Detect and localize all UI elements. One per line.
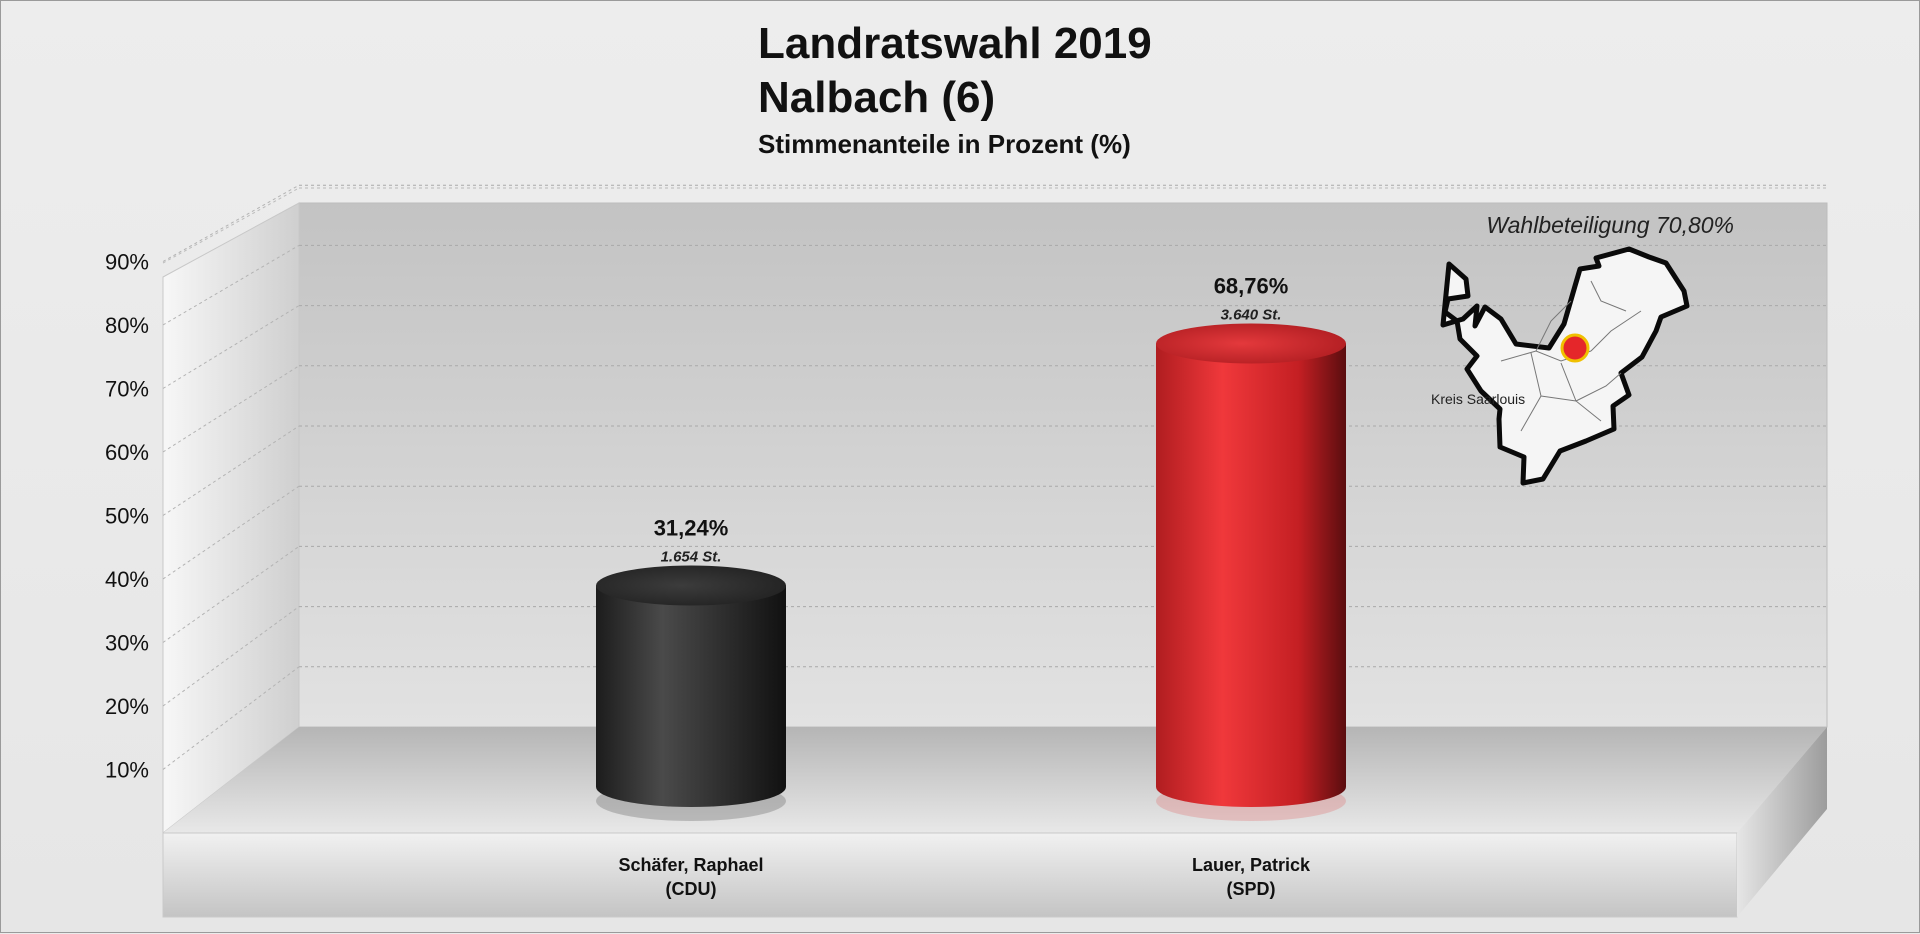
y-axis: 10% 20% 30% 40% 50% 60% 70% 80% 90%	[105, 250, 149, 783]
bar-2: 68,76% 3.640 St. Lauer, Patrick (SPD)	[1156, 273, 1346, 899]
chart-subtitle: Nalbach (6)	[758, 73, 996, 122]
x-category-label: Lauer, Patrick	[1192, 855, 1311, 875]
bar-1: 31,24% 1.654 St. Schäfer, Raphael (CDU)	[596, 516, 786, 899]
bar-votes-label: 3.640 St.	[1221, 306, 1282, 323]
y-tick-label: 80%	[105, 313, 149, 338]
chart-side-wall	[162, 202, 300, 835]
chart-floor-front	[162, 832, 1738, 918]
y-tick-label: 50%	[105, 504, 149, 529]
x-category-label: Schäfer, Raphael	[618, 855, 763, 875]
side-wall-top-edge	[162, 187, 300, 264]
y-tick-label: 70%	[105, 377, 149, 402]
y-tick-label: 10%	[105, 758, 149, 783]
x-category-party: (CDU)	[666, 879, 717, 899]
district-map-outline	[1440, 246, 1690, 486]
bar-value-label: 31,24%	[654, 516, 729, 541]
gridline-side	[162, 666, 300, 770]
district-map: Kreis Saarlouis	[1431, 246, 1690, 486]
gridline-side	[162, 244, 300, 326]
chart-floor-side	[1737, 727, 1827, 917]
x-category-party: (SPD)	[1227, 879, 1276, 899]
district-map-borders	[1500, 280, 1642, 432]
bar-body	[1156, 343, 1346, 807]
gridline-side	[162, 184, 300, 262]
chart-title: Landratswahl 2019	[758, 19, 1152, 68]
bar-body	[596, 585, 786, 807]
chart-subtitle-2: Stimmenanteile in Prozent (%)	[758, 129, 1131, 159]
bar-value-label: 68,76%	[1214, 273, 1289, 298]
y-tick-label: 30%	[105, 631, 149, 656]
turnout-annotation: Wahlbeteiligung 70,80%	[1486, 212, 1734, 238]
bar-votes-label: 1.654 St.	[661, 549, 722, 566]
gridline-side	[162, 545, 300, 643]
gridline-side	[162, 606, 300, 707]
bar-top	[1156, 323, 1346, 364]
y-tick-label: 20%	[105, 694, 149, 719]
chart-floor	[163, 727, 1827, 833]
bar-series: 31,24% 1.654 St. Schäfer, Raphael (CDU) 68,7…	[596, 273, 1346, 899]
gridline-side	[162, 365, 300, 453]
y-tick-label: 40%	[105, 567, 149, 592]
bar-top	[596, 565, 786, 606]
map-marker-nalbach	[1560, 333, 1590, 363]
gridline-side	[162, 305, 300, 389]
map-region-label: Kreis Saarlouis	[1431, 391, 1525, 407]
y-tick-label: 60%	[105, 440, 149, 465]
y-tick-label: 90%	[105, 250, 149, 275]
